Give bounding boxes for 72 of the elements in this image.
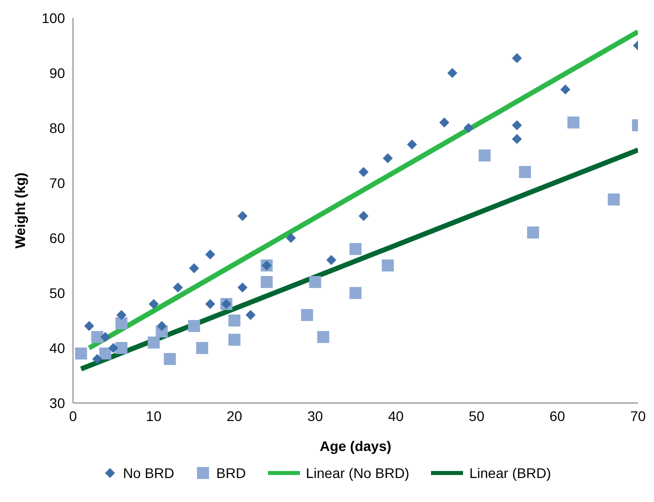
- point: [309, 276, 322, 288]
- legend-label: Linear (No BRD): [306, 465, 410, 481]
- point: [512, 53, 522, 64]
- point: [100, 332, 110, 342]
- point: [608, 194, 620, 206]
- point: [478, 150, 491, 162]
- y-tick-label: 30: [49, 394, 66, 411]
- point: [260, 276, 273, 288]
- point: [238, 211, 248, 221]
- point: [350, 243, 362, 255]
- y-tick-label: 50: [49, 284, 66, 301]
- y-tick-label: 70: [49, 174, 66, 191]
- point: [560, 84, 570, 94]
- point: [156, 321, 167, 331]
- point: [246, 310, 256, 320]
- x-tick-label: 40: [388, 408, 404, 424]
- point: [512, 134, 522, 144]
- point: [205, 299, 216, 309]
- point: [115, 342, 128, 354]
- point: [407, 140, 417, 150]
- point: [350, 287, 362, 299]
- point: [567, 116, 580, 128]
- x-axis-title: Age (days): [320, 438, 392, 454]
- legend-label: BRD: [216, 465, 246, 481]
- y-tick-label: 100: [42, 10, 66, 26]
- y-axis-title: Weight (kg): [12, 172, 28, 248]
- x-tick-label: 10: [146, 408, 162, 424]
- x-tick-label: 20: [226, 408, 242, 424]
- point: [108, 343, 118, 353]
- point: [99, 348, 112, 360]
- point: [228, 314, 240, 326]
- point: [519, 166, 531, 178]
- point: [189, 263, 200, 274]
- y-tick-label: 60: [49, 230, 66, 246]
- x-tick-label: 60: [549, 408, 566, 424]
- point: [238, 282, 248, 292]
- x-tick-label: 50: [468, 408, 485, 424]
- point: [115, 317, 128, 330]
- point: [188, 320, 200, 332]
- point: [196, 342, 208, 354]
- x-tick-label: 70: [630, 408, 646, 424]
- legend-label: Linear (BRD): [469, 465, 552, 481]
- point: [75, 348, 88, 360]
- point: [84, 321, 94, 331]
- x-tick-label: 0: [69, 408, 78, 424]
- y-tick-label: 80: [49, 120, 66, 136]
- point: [148, 336, 160, 348]
- point: [512, 120, 522, 130]
- point: [358, 211, 369, 221]
- point: [286, 233, 296, 243]
- point: [439, 118, 450, 128]
- point: [228, 334, 240, 346]
- point: [358, 167, 369, 177]
- point: [326, 255, 336, 265]
- point: [91, 331, 104, 343]
- point: [116, 310, 126, 320]
- point: [382, 153, 393, 164]
- point: [527, 226, 540, 238]
- point: [92, 354, 102, 364]
- point: [301, 309, 314, 321]
- y-tick-label: 40: [49, 340, 66, 356]
- point: [464, 123, 474, 133]
- point: [205, 250, 216, 260]
- point: [148, 299, 159, 309]
- point: [317, 331, 330, 343]
- x-tick-label: 30: [307, 408, 324, 424]
- legend-label: No BRD: [122, 465, 174, 481]
- point: [164, 353, 176, 365]
- point: [172, 282, 183, 292]
- y-tick-label: 90: [49, 64, 66, 81]
- point: [447, 68, 458, 78]
- point: [382, 260, 394, 272]
